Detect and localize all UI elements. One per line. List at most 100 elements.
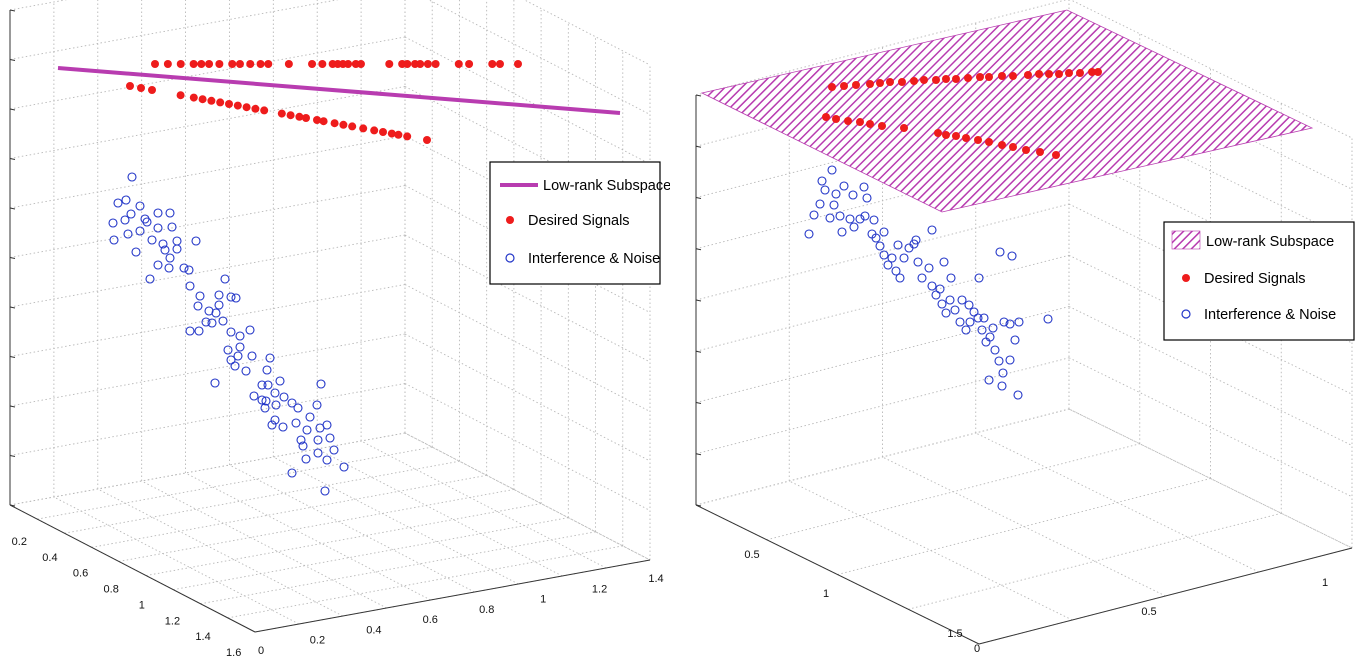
right-desired-signal-point	[910, 77, 918, 85]
left-desired-signal-point	[423, 60, 432, 68]
left-desired-signal-point	[284, 60, 293, 68]
right-subspace-surface	[700, 9, 1314, 213]
left-floor-gridline	[185, 472, 431, 601]
right-desired-signal-point	[1022, 146, 1030, 154]
left-noise-point	[214, 290, 224, 300]
right-noise-point	[859, 182, 869, 192]
left-noise-point	[194, 326, 204, 336]
right-noise-point	[849, 222, 859, 232]
right-wall-gridline	[1068, 306, 1353, 446]
left-tick-labels: 0.2 0.4 0.6 0.8 1 1.2 1.4 1.6 0 0.2 0.4 0.6 0.8 1 1.2 1…	[12, 536, 664, 656]
right-noise-point	[804, 229, 814, 239]
right-x-tick-label: 1.5	[947, 628, 962, 640]
right-desired-signal-point	[952, 132, 960, 140]
right-desired-signal-point	[1055, 70, 1063, 78]
left-noise-point	[131, 247, 141, 257]
left-desired-signal-point	[197, 60, 206, 68]
left-noise-point	[207, 318, 217, 328]
right-floor-gridline	[882, 456, 1166, 597]
left-x-tick-label: 1	[139, 599, 145, 611]
left-desired-signal-point	[431, 60, 440, 68]
left-desired-signal-point	[207, 96, 216, 105]
right-desired-signal-point	[898, 78, 906, 86]
left-floor-gridline	[227, 545, 623, 619]
left-noise-point	[257, 380, 267, 390]
right-z-tick	[695, 402, 702, 404]
left-wall-gridline	[9, 135, 406, 209]
right-noise-point	[904, 243, 914, 253]
left-wall-gridline	[9, 432, 406, 506]
right-desired-signal-point	[856, 118, 864, 126]
left-wall-gridline	[9, 0, 68, 11]
left-noise-point	[167, 222, 177, 232]
right-desired-signal-point	[998, 72, 1006, 80]
right-wall-gridline	[1068, 408, 1353, 549]
left-desired-signal-point	[454, 60, 463, 68]
left-noise-point	[158, 239, 168, 249]
right-noise-point	[979, 313, 989, 323]
right-noise-point	[1007, 251, 1017, 261]
right-wall-gridline	[1068, 357, 1353, 498]
right-noise-point	[815, 199, 825, 209]
left-legend-subspace-label: Low-rank Subspace	[543, 178, 670, 194]
left-z-tick	[9, 59, 16, 61]
right-noise-point	[829, 200, 839, 210]
right-noise-point	[927, 225, 937, 235]
left-noise-point	[172, 236, 182, 246]
right-noise-point	[827, 165, 837, 175]
left-z-tick	[9, 9, 16, 12]
left-noise-point	[313, 448, 323, 458]
right-noise-point	[820, 185, 830, 195]
right-desired-signal-point	[1024, 71, 1032, 79]
right-wall-gridline	[695, 306, 1070, 403]
right-noise-point	[1005, 319, 1015, 329]
right-noise-point	[871, 233, 881, 243]
left-legend-noise-swatch	[505, 253, 515, 263]
right-desired-signal-point	[974, 136, 982, 144]
left-desired-signal-point	[394, 130, 403, 139]
left-wall-gridline	[9, 36, 406, 110]
left-noise-point	[267, 420, 277, 430]
left-legend-desired-swatch	[506, 216, 514, 224]
left-noise-point	[165, 208, 175, 218]
left-x-tick-label: 1.4	[195, 631, 210, 643]
right-desired-signal-point	[1035, 70, 1043, 78]
left-z-tick	[9, 455, 16, 457]
left-noise-point	[235, 331, 245, 341]
right-z-tick	[695, 94, 702, 97]
right-noise-point	[988, 323, 998, 333]
left-x-tick-label: 0.8	[104, 584, 119, 596]
left-y-tick-label: 0.4	[366, 624, 381, 636]
left-noise-point	[339, 462, 349, 472]
left-noise-point	[160, 245, 170, 255]
right-noise-point	[887, 253, 897, 263]
right-desired-signal-point	[976, 73, 984, 81]
right-desired-signal-point	[964, 74, 972, 82]
left-wall-gridline	[9, 0, 339, 60]
left-noise-point	[214, 300, 224, 310]
left-z-tick	[9, 108, 16, 111]
left-noise-point	[302, 425, 312, 435]
left-noise-point	[287, 398, 297, 408]
right-chart-panel: 0.5 1 1.5 0 0.5 1 Low-rank Subspace Desired S…	[684, 0, 1367, 656]
left-desired-signal-point	[356, 60, 365, 68]
right-data-marks	[700, 9, 1314, 400]
left-grid	[9, 0, 651, 633]
right-noise-point	[1013, 390, 1023, 400]
left-floor-gridline	[118, 489, 514, 562]
right-desired-signal-point	[1076, 69, 1084, 77]
left-noise-point	[235, 342, 245, 352]
left-desired-signal-point	[308, 60, 317, 68]
right-noise-point	[809, 210, 819, 220]
left-desired-signal-point	[216, 98, 225, 107]
left-noise-point	[140, 214, 150, 224]
left-x-tick-label: 0.6	[73, 568, 88, 580]
right-grid	[695, 0, 1353, 645]
left-desired-signal-point	[233, 101, 242, 110]
left-desired-signal-point	[215, 60, 224, 68]
left-floor-gridline	[146, 503, 542, 576]
left-noise-point	[320, 486, 330, 496]
left-noise-point	[147, 235, 157, 245]
right-noise-point	[945, 295, 955, 305]
right-wall-gridline	[695, 254, 1070, 352]
